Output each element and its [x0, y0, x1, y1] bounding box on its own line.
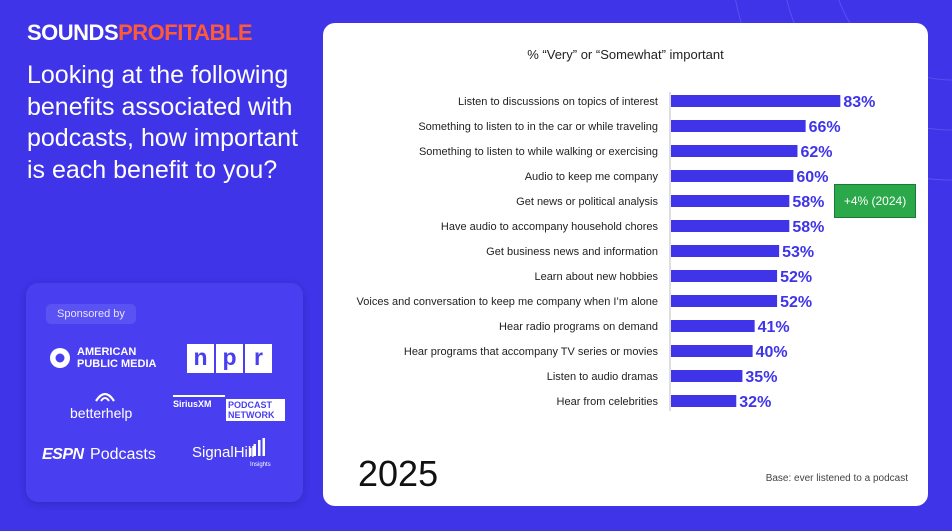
category-label: Have audio to accompany household chores: [441, 221, 659, 233]
category-label: Hear programs that accompany TV series o…: [404, 346, 659, 358]
podcast-network-line-2: NETWORK: [228, 410, 275, 420]
chart-card: % “Very” or “Somewhat” important Listen …: [323, 23, 928, 506]
podcast-network-box: [226, 399, 285, 421]
npr-logo: n p r: [187, 344, 272, 373]
category-label: Get business news and information: [486, 246, 658, 258]
sponsor-panel: Sponsored by AMERICAN PUBLIC MEDIA n p r…: [26, 283, 303, 502]
category-label: Hear radio programs on demand: [499, 321, 658, 333]
base-note: Base: ever listened to a podcast: [765, 473, 908, 484]
espn-podcasts-text: Podcasts: [90, 446, 156, 463]
bar: [671, 345, 753, 357]
category-label: Learn about new hobbies: [534, 271, 658, 283]
npr-box-r: [245, 344, 272, 373]
category-label: Listen to audio dramas: [547, 371, 659, 383]
value-label: 40%: [756, 344, 788, 361]
category-label: Something to listen to in the car or whi…: [418, 121, 658, 133]
betterhelp-logo: betterhelp: [66, 391, 146, 425]
value-label: 32%: [739, 394, 771, 411]
siriusxm-bar: [173, 395, 225, 397]
bar: [671, 295, 778, 307]
bar: [671, 270, 778, 282]
npr-letter-r: r: [254, 344, 263, 370]
apm-logo: AMERICAN PUBLIC MEDIA: [49, 345, 174, 371]
year-label: 2025: [358, 453, 439, 494]
value-label: 52%: [780, 294, 812, 311]
category-label: Something to listen to while walking or …: [419, 146, 658, 158]
bar: [671, 395, 737, 407]
espn-podcasts-logo: ESPN Podcasts: [42, 446, 172, 468]
bar: [671, 145, 798, 157]
bar: [671, 95, 841, 107]
logo-part-1: SOUNDS: [27, 20, 119, 45]
value-label: 83%: [843, 94, 875, 111]
value-label: 53%: [782, 244, 814, 261]
value-label: 58%: [792, 194, 824, 211]
category-label: Audio to keep me company: [525, 171, 659, 183]
signalhill-bars-icon: [249, 438, 265, 456]
apm-line-2: PUBLIC MEDIA: [77, 358, 157, 370]
apm-line-1: AMERICAN: [77, 346, 137, 358]
apm-circle-icon: [50, 348, 70, 368]
category-label: Listen to discussions on topics of inter…: [458, 96, 658, 108]
betterhelp-leaf-icon: [95, 392, 115, 402]
bar: [671, 245, 780, 257]
npr-box-n: [187, 344, 214, 373]
value-label: 66%: [809, 119, 841, 136]
siriusxm-logo: SiriusXM PODCAST NETWORK: [173, 395, 288, 425]
bar: [671, 195, 790, 207]
sounds-profitable-logo: SOUNDSPROFITABLE: [27, 20, 253, 46]
bar-chart: Listen to discussions on topics of inter…: [357, 92, 875, 411]
signalhill-text: SignalHill: [192, 444, 255, 461]
value-label: 58%: [792, 219, 824, 236]
chart-title: % “Very” or “Somewhat” important: [527, 47, 724, 62]
signalhill-insights-text: Insights: [250, 462, 271, 468]
logo-part-2: PROFITABLE: [118, 20, 253, 45]
npr-box-p: [216, 344, 243, 373]
bar: [671, 120, 806, 132]
npr-letter-p: p: [222, 344, 237, 370]
annotation-badge: +4% (2024): [834, 184, 916, 218]
bar: [671, 170, 794, 182]
bar: [671, 370, 743, 382]
category-label: Hear from celebrities: [557, 396, 659, 408]
bar: [671, 220, 790, 232]
category-label: Get news or political analysis: [516, 196, 658, 208]
npr-letter-n: n: [193, 344, 208, 370]
value-label: 60%: [796, 169, 828, 186]
bar: [671, 320, 755, 332]
siriusxm-text: SiriusXM: [173, 399, 212, 409]
category-label: Voices and conversation to keep me compa…: [357, 296, 658, 308]
value-label: 35%: [745, 369, 777, 386]
espn-text: ESPN: [42, 446, 84, 463]
betterhelp-text: betterhelp: [70, 405, 133, 421]
value-label: 52%: [780, 269, 812, 286]
signalhill-logo: SignalHill Insights: [192, 438, 287, 474]
value-label: 41%: [758, 319, 790, 336]
podcast-network-line-1: PODCAST: [228, 400, 273, 410]
sponsored-by-label: Sponsored by: [46, 304, 136, 324]
value-label: 62%: [800, 144, 832, 161]
survey-question: Looking at the following benefits associ…: [27, 61, 298, 184]
